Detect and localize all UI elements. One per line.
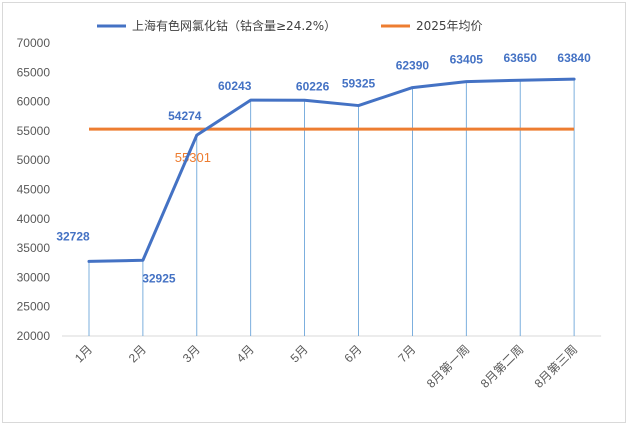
legend: 上海有色网氯化钴（钴含量≥24.2%） 2025年均价: [97, 18, 483, 33]
average-price-label: 55301: [175, 150, 211, 165]
y-tick-label: 20000: [17, 329, 51, 343]
average-price-series: 55301: [89, 127, 575, 165]
data-label: 60243: [218, 79, 252, 93]
x-tick-label: 8月第三周: [532, 342, 581, 391]
y-tick-label: 40000: [17, 212, 51, 226]
x-tick-label: 6月: [342, 342, 365, 365]
x-tick-label: 8月第二周: [478, 342, 527, 391]
x-axis: 1月 2月 3月 4月 5月 6月 7月 8月第一周 8月第二周 8月第三周: [62, 335, 602, 391]
x-tick-label: 7月: [395, 342, 418, 365]
x-tick-label: 5月: [288, 342, 311, 365]
y-tick-label: 65000: [17, 65, 51, 79]
y-tick-label: 30000: [17, 270, 51, 284]
y-tick-label: 70000: [17, 36, 51, 50]
y-axis: 20000 25000 30000 35000 40000 45000 50000 55000…: [17, 36, 51, 343]
data-label: 32925: [142, 271, 176, 285]
drop-lines: [88, 79, 575, 336]
data-label: 59325: [342, 77, 376, 91]
x-tick-label: 1月: [72, 342, 95, 365]
data-label: 63840: [557, 51, 591, 65]
data-label: 60226: [296, 79, 330, 93]
legend-label-cobalt-chloride: 上海有色网氯化钴（钴含量≥24.2%）: [132, 18, 336, 33]
y-tick-label: 25000: [17, 300, 51, 314]
cobalt-chloride-line: [87, 77, 576, 263]
chart-frame: [2, 2, 626, 423]
data-label: 62390: [396, 59, 430, 73]
cobalt-chloride-series: [87, 77, 576, 263]
x-tick-label: 8月第一周: [424, 342, 473, 391]
y-tick-label: 50000: [17, 153, 51, 167]
legend-label-average: 2025年均价: [416, 19, 483, 33]
y-tick-label: 60000: [17, 95, 51, 109]
data-label: 63405: [450, 53, 484, 67]
x-tick-label: 4月: [234, 342, 257, 365]
data-label: 54274: [168, 109, 202, 123]
y-tick-label: 45000: [17, 183, 51, 197]
y-tick-label: 35000: [17, 241, 51, 255]
x-tick-label: 2月: [126, 342, 149, 365]
data-labels: 32728 32925 54274 60243 60226 59325 62390 63405…: [56, 51, 591, 285]
x-tick-label: 3月: [180, 342, 203, 365]
data-label: 32728: [56, 229, 90, 243]
data-label: 63650: [504, 51, 538, 65]
y-tick-label: 55000: [17, 124, 51, 138]
